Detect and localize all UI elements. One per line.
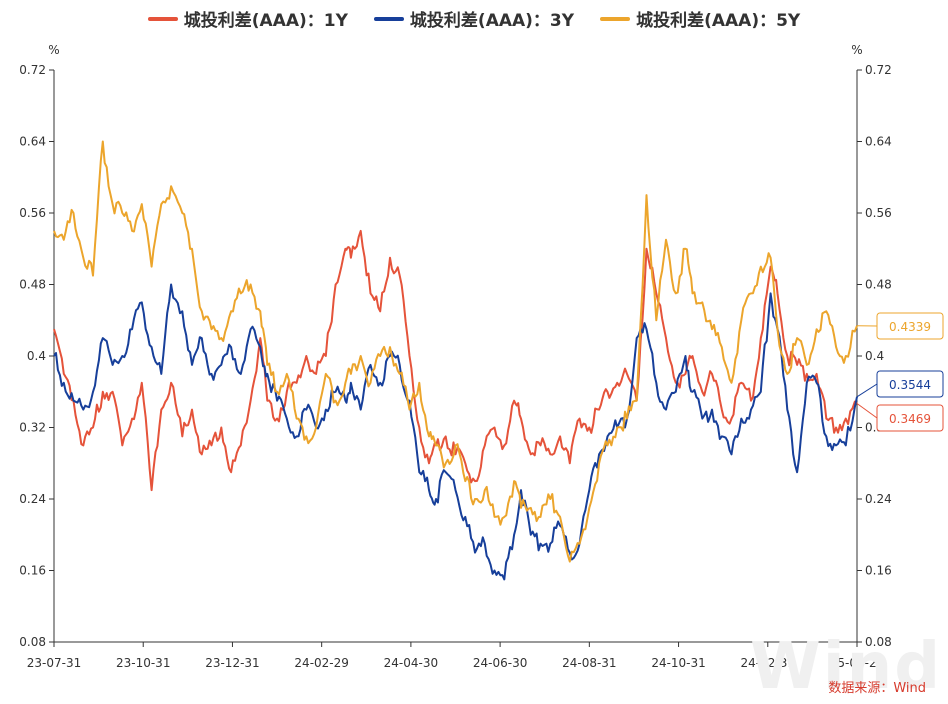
- y-tick-label-left: 0.24: [19, 492, 46, 506]
- y-tick-label-right: 0.48: [865, 278, 892, 292]
- end-labels: 0.4339 0.3544 0.3469: [856, 312, 944, 432]
- legend-swatch-5y: [600, 16, 631, 21]
- series-line-2: [53, 140, 858, 563]
- x-tick-label: 24-08-31: [562, 656, 616, 670]
- legend-label-1y: 城投利差(AAA)：1Y: [183, 11, 348, 31]
- x-tick-label: 24-04-30: [384, 656, 438, 670]
- y-tick-label-right: 0.72: [865, 63, 892, 77]
- axes: %%0.080.080.160.160.240.240.320.320.40.4…: [19, 43, 891, 670]
- x-tick-label: 24-06-30: [473, 656, 527, 670]
- watermark: Wind: [750, 630, 942, 704]
- series-line-0: [53, 229, 858, 492]
- y-tick-label-left: 0.08: [19, 635, 46, 649]
- x-tick-label: 24-10-31: [651, 656, 705, 670]
- end-label-value: 0.4339: [889, 320, 931, 334]
- legend-label-3y: 城投利差(AAA)：3Y: [409, 11, 575, 31]
- x-tick-label: 24-02-29: [294, 656, 348, 670]
- y-tick-label-left: 0.64: [19, 135, 46, 149]
- legend-item-1y[interactable]: 城投利差(AAA)：1Y: [147, 6, 348, 31]
- y-tick-label-left: 0.72: [19, 63, 46, 77]
- series-line-1: [53, 283, 858, 581]
- source-note: 数据来源：Wind: [828, 681, 926, 696]
- y-tick-label-left: 0.32: [19, 421, 46, 435]
- y-tick-label-right: 0.16: [865, 564, 892, 578]
- legend-swatch-3y: [373, 16, 404, 21]
- end-label-box: [876, 404, 944, 432]
- legend-label-5y: 城投利差(AAA)：5Y: [636, 11, 801, 31]
- end-label-connector: [856, 403, 878, 419]
- end-label-value: 0.3469: [889, 412, 931, 426]
- y-tick-label-right: 0.64: [865, 135, 892, 149]
- end-label-box: [876, 312, 944, 340]
- y-tick-label-left: 0.56: [19, 206, 46, 220]
- left-unit-label: %: [48, 43, 59, 57]
- y-tick-label-left: 0.16: [19, 564, 46, 578]
- y-tick-label-right: 0.56: [865, 206, 892, 220]
- y-tick-label-right: 0.4: [865, 349, 884, 363]
- x-tick-label: 24-12-31: [741, 656, 795, 670]
- legend-item-5y[interactable]: 城投利差(AAA)：5Y: [600, 6, 800, 31]
- x-tick-label: 23-10-31: [116, 656, 170, 670]
- x-tick-label: 25-02-26: [830, 656, 884, 670]
- y-tick-label-right: 0.24: [865, 492, 892, 506]
- y-tick-label-left: 0.4: [27, 349, 46, 363]
- end-label-box: [876, 370, 944, 398]
- y-tick-label-left: 0.48: [19, 278, 46, 292]
- right-unit-label: %: [851, 43, 862, 57]
- end-label-connector: [856, 383, 878, 398]
- end-label-value: 0.3544: [889, 378, 931, 392]
- x-tick-label: 23-07-31: [27, 656, 81, 670]
- y-tick-label-right: 0.08: [865, 635, 892, 649]
- legend-swatch-1y: [147, 16, 178, 21]
- legend: 城投利差(AAA)：1Y 城投利差(AAA)：3Y 城投利差(AAA)：5Y: [0, 6, 948, 31]
- legend-item-3y[interactable]: 城投利差(AAA)：3Y: [373, 6, 575, 31]
- x-tick-label: 23-12-31: [205, 656, 259, 670]
- series-lines: [53, 140, 858, 581]
